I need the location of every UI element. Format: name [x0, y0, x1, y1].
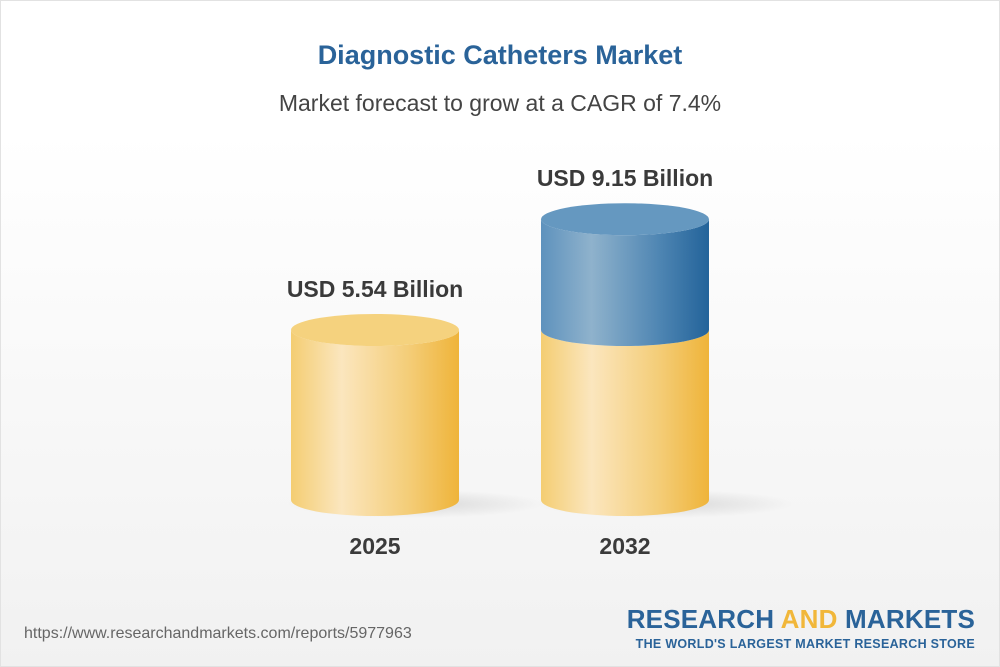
cylinder-base-segment	[541, 330, 709, 516]
chart-subtitle: Market forecast to grow at a CAGR of 7.4…	[278, 90, 722, 116]
logo-research-and-markets: RESEARCH AND MARKETS	[626, 604, 975, 634]
cylinder-growth-segment	[541, 219, 709, 346]
cylinder-top	[541, 203, 709, 236]
data-label: USD 9.15 Billion	[537, 165, 713, 191]
logo-tagline: THE WORLD'S LARGEST MARKET RESEARCH STOR…	[635, 637, 975, 651]
cylinder-top	[291, 314, 459, 346]
cylinder-base-segment	[291, 330, 459, 516]
category-label: 2025	[349, 533, 400, 559]
report-url[interactable]: https://www.researchandmarkets.com/repor…	[24, 625, 412, 642]
category-label: 2032	[599, 533, 650, 559]
data-label: USD 5.54 Billion	[287, 276, 463, 302]
chart-title: Diagnostic Catheters Market	[317, 40, 683, 70]
